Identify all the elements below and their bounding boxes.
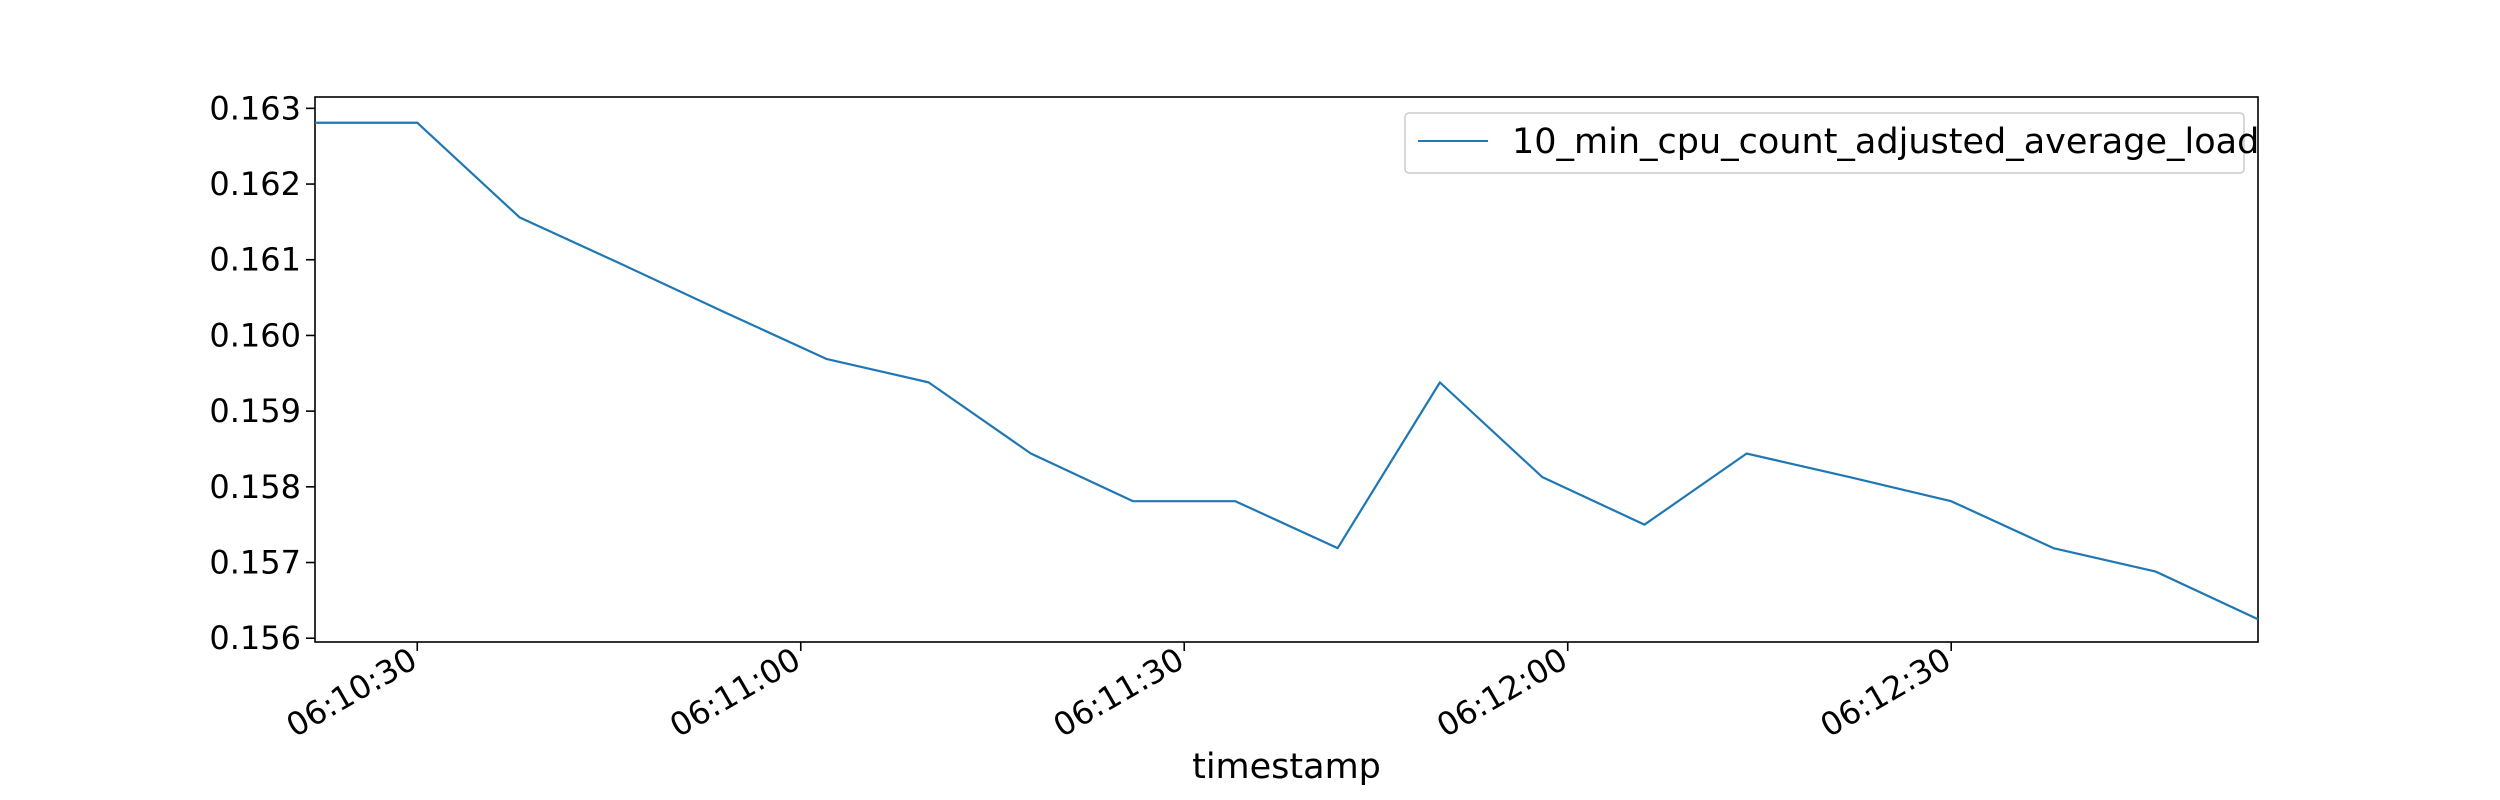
plot-frame <box>314 96 2259 643</box>
y-tick-label: 0.156 <box>209 619 301 657</box>
x-tick-label: 06:10:30 <box>280 640 423 745</box>
x-axis: 06:10:30 06:11:00 06:11:30 06:12:00 06:12:30 <box>280 640 1957 745</box>
x-tick-label: 06:12:30 <box>1814 640 1957 745</box>
y-tick-label: 0.157 <box>209 544 301 582</box>
y-tick-label: 0.162 <box>209 165 301 203</box>
x-tick-label: 06:11:00 <box>663 640 806 745</box>
y-axis: 0.156 0.157 0.158 0.159 0.160 0.161 0.162 0.163 <box>209 89 315 657</box>
plot-area <box>314 96 2259 643</box>
y-tick-label: 0.159 <box>209 392 301 430</box>
x-tick-label: 06:12:00 <box>1430 640 1573 745</box>
x-axis-label: timestamp <box>1192 747 1381 787</box>
series-line <box>315 121 2259 621</box>
y-tick-label: 0.163 <box>209 89 301 127</box>
y-tick-label: 0.160 <box>209 316 301 354</box>
x-tick-label: 06:11:30 <box>1047 640 1190 745</box>
y-tick-label: 0.161 <box>209 241 301 279</box>
legend-label: 10_min_cpu_count_adjusted_average_load <box>1512 122 2259 162</box>
legend-box <box>1404 112 2245 174</box>
y-tick-label: 0.158 <box>209 468 301 506</box>
legend: 10_min_cpu_count_adjusted_average_load <box>1404 112 2259 174</box>
